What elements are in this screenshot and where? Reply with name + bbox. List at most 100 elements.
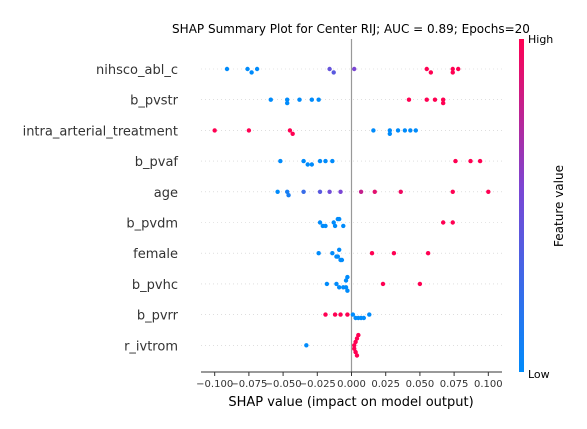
data-point <box>275 189 280 194</box>
data-point <box>245 66 250 72</box>
colorbar-low-label: Low <box>528 368 550 381</box>
data-point <box>345 288 350 293</box>
data-point <box>301 158 306 164</box>
data-point <box>285 100 290 106</box>
data-point <box>304 343 309 348</box>
data-point <box>353 349 358 355</box>
x-tick-label: −0.100 <box>196 379 233 390</box>
data-point <box>331 220 336 225</box>
data-point <box>309 162 315 167</box>
data-point <box>425 251 431 256</box>
colorbar-gradient <box>519 39 524 372</box>
data-point <box>450 220 455 225</box>
data-point <box>440 220 446 225</box>
data-point <box>339 257 345 263</box>
data-point <box>323 223 328 229</box>
feature-label: b_pvdm <box>126 217 178 232</box>
x-tick-label: 0.075 <box>440 379 469 390</box>
data-point <box>345 312 350 317</box>
data-point <box>413 128 418 133</box>
data-point <box>224 66 230 72</box>
x-axis-ticks: −0.100−0.075−0.050−0.025 0.000 0.025 0.050 0… <box>196 372 503 390</box>
data-point <box>327 66 332 72</box>
data-point <box>369 251 375 256</box>
feature-label: nihsco_abl_c <box>96 63 178 78</box>
data-point <box>331 70 336 75</box>
data-point <box>317 220 323 225</box>
data-point <box>350 312 356 317</box>
data-point <box>343 278 349 283</box>
data-point <box>341 223 346 229</box>
data-point <box>338 312 343 317</box>
data-point <box>352 343 357 348</box>
data-point <box>305 162 310 167</box>
colorbar: High Low Feature value <box>519 33 566 381</box>
feature-label: b_pvhc <box>132 278 178 293</box>
chart-title: SHAP Summary Plot for Center RIJ; AUC = … <box>172 22 530 36</box>
feature-label: age <box>154 186 178 201</box>
data-point <box>336 285 342 290</box>
data-point <box>327 189 332 194</box>
data-point <box>330 251 335 256</box>
data-point <box>309 97 315 102</box>
data-point <box>387 128 393 133</box>
feature-labels: nihsco_abl_c b_pvstr intra_arterial_treatm… <box>23 63 179 354</box>
data-point <box>408 128 413 133</box>
data-point <box>332 312 338 317</box>
data-point <box>391 251 397 256</box>
data-point <box>332 223 338 229</box>
x-axis-label: SHAP value (impact on model output) <box>228 395 473 410</box>
x-tick-label: 0.000 <box>337 379 366 390</box>
data-point <box>268 97 273 102</box>
x-tick-label: −0.050 <box>265 379 302 390</box>
data-points <box>212 66 491 358</box>
data-point <box>450 70 455 75</box>
data-point <box>380 281 386 287</box>
data-point <box>330 158 335 164</box>
data-point <box>424 97 429 102</box>
data-point <box>440 100 446 106</box>
feature-label: b_pvrr <box>137 309 179 324</box>
data-point <box>345 274 350 280</box>
data-point <box>336 247 342 252</box>
data-point <box>212 128 217 133</box>
data-point <box>361 315 367 321</box>
colorbar-high-label: High <box>528 33 553 46</box>
data-point <box>428 70 434 75</box>
data-point <box>287 128 293 133</box>
data-point <box>352 346 357 351</box>
feature-label: r_ivtrom <box>124 339 178 354</box>
x-tick-label: 0.025 <box>371 379 400 390</box>
data-point <box>285 97 290 102</box>
data-point <box>387 131 393 136</box>
data-point <box>372 189 377 194</box>
data-point <box>354 336 360 341</box>
data-point <box>477 158 483 164</box>
data-point <box>367 312 372 317</box>
data-point <box>406 97 412 102</box>
x-tick-label: 0.050 <box>406 379 435 390</box>
data-point <box>453 158 458 164</box>
data-point <box>440 97 446 102</box>
data-point <box>398 189 403 194</box>
data-point <box>246 128 252 133</box>
data-point <box>316 251 321 256</box>
data-point <box>417 281 423 287</box>
data-point <box>301 189 306 194</box>
feature-label: intra_arterial_treatment <box>23 124 178 139</box>
x-tick-label: 0.100 <box>474 379 503 390</box>
data-point <box>324 281 330 287</box>
x-tick-label: −0.075 <box>230 379 267 390</box>
data-point <box>336 216 342 222</box>
data-point <box>249 70 254 75</box>
data-point <box>290 131 295 136</box>
data-point <box>316 97 321 102</box>
feature-label: b_pvaf <box>135 155 179 170</box>
data-point <box>352 66 357 72</box>
data-point <box>468 158 473 164</box>
data-point <box>371 128 376 133</box>
data-point <box>354 353 360 358</box>
data-point <box>317 158 323 164</box>
data-point <box>334 281 339 287</box>
